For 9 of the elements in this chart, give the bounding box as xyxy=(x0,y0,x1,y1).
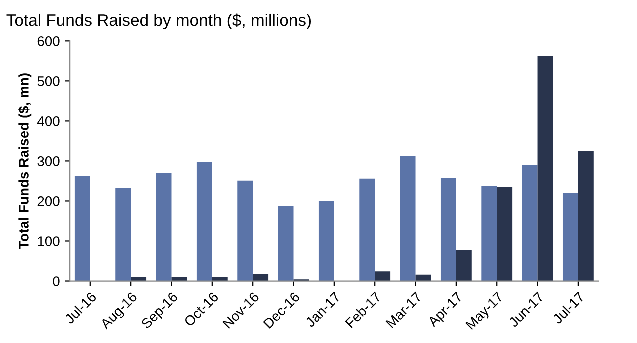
y-tick-label: 200 xyxy=(38,196,60,206)
y-axis-title: Total Funds Raised ($, mn) xyxy=(18,74,32,250)
y-tick-label: 0 xyxy=(53,276,60,286)
chart-title: Total Funds Raised by month ($, millions) xyxy=(6,14,312,30)
y-tick-label: 300 xyxy=(38,156,60,166)
y-tick-label: 100 xyxy=(38,236,60,246)
y-tick-label: 400 xyxy=(37,116,60,126)
y-tick-label: 600 xyxy=(38,36,60,46)
y-tick-label: 500 xyxy=(38,76,60,86)
